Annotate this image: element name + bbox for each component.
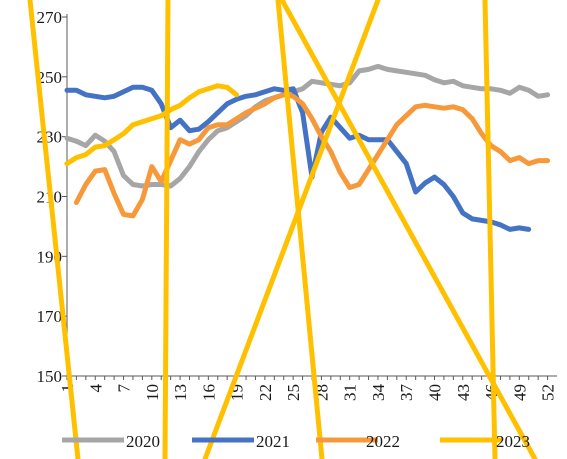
y-tick-label: 230 (37, 128, 63, 147)
y-tick-label: 170 (37, 307, 63, 326)
y-tick-label: 270 (37, 8, 63, 27)
overlay-stroke (202, 0, 381, 459)
x-tick-label: 34 (369, 384, 388, 402)
x-tick-label: 4 (86, 384, 105, 393)
x-tick-label: 52 (539, 384, 558, 401)
series-line-2022 (73, 92, 551, 219)
overlay-stroke (275, 0, 325, 459)
legend-label-2021: 2021 (256, 432, 290, 451)
x-tick-label: 10 (143, 384, 162, 401)
y-tick-label: 150 (37, 367, 63, 386)
series-layer (64, 63, 551, 232)
x-tick-label: 13 (171, 384, 190, 401)
legend-label-2022: 2022 (366, 432, 400, 451)
series-line-2023 (64, 83, 240, 167)
legend-label-2020: 2020 (126, 432, 160, 451)
overlay-stroke (27, 0, 81, 459)
x-tick-label: 7 (115, 384, 134, 393)
overlay-strokes (27, 0, 538, 459)
x-tick-label: 40 (426, 384, 445, 401)
legend: 2020 2021 2022 2023 (62, 432, 530, 451)
legend-label-2023: 2023 (496, 432, 530, 451)
overlay-stroke (482, 0, 498, 459)
overlay-stroke (162, 0, 171, 459)
y-tick-label: 250 (37, 68, 63, 87)
x-tick-label: 37 (397, 384, 416, 402)
x-tick-label: 25 (284, 384, 303, 401)
x-tick-label: 43 (454, 384, 473, 401)
x-tick-label: 1 (58, 384, 77, 393)
x-tick-label: 22 (256, 384, 275, 401)
x-tick-label: 16 (199, 384, 218, 401)
x-tick-label: 31 (341, 384, 360, 401)
x-tick-label: 49 (510, 384, 529, 401)
